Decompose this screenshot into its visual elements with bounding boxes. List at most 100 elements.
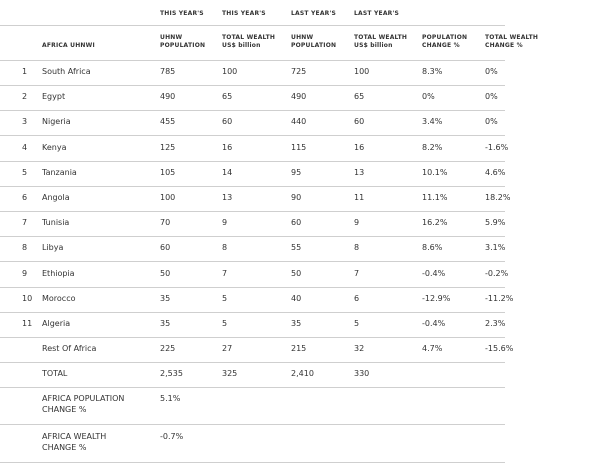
- row-divider: [0, 337, 505, 338]
- column-header: US$ billion: [222, 42, 261, 49]
- row-divider: [0, 185, 505, 187]
- cell: 50: [160, 268, 171, 278]
- cell: 490: [291, 92, 307, 102]
- cell: 725: [291, 67, 307, 76]
- cell: 455: [160, 117, 176, 127]
- rank: 7: [22, 218, 28, 228]
- group-header: LAST YEAR'S: [354, 10, 400, 17]
- cell: -0.4%: [422, 319, 446, 328]
- cell: 0%: [485, 67, 498, 76]
- summary-label: CHANGE %: [42, 405, 87, 414]
- row-label: South Africa: [42, 67, 91, 76]
- cell: 18.2%: [485, 193, 511, 202]
- cell: 32: [354, 344, 365, 354]
- cell: 40: [291, 293, 302, 303]
- cell: 50: [291, 268, 302, 278]
- rank: 9: [22, 268, 28, 278]
- summary-label: AFRICA WEALTH: [42, 432, 107, 441]
- column-header: US$ billion: [354, 42, 393, 49]
- row-divider: [0, 160, 505, 162]
- cell: 325: [222, 369, 238, 379]
- row-divider: [0, 286, 505, 288]
- row-divider: [0, 25, 505, 26]
- summary-value: 5.1%: [160, 394, 181, 403]
- cell: 65: [222, 92, 233, 102]
- cell: 60: [222, 117, 233, 127]
- row-divider: [0, 261, 505, 263]
- row-label: Kenya: [42, 142, 67, 152]
- cell: 8: [354, 243, 360, 253]
- row-label: TOTAL: [42, 369, 68, 379]
- cell: 16.2%: [422, 218, 448, 228]
- cell: 9: [354, 218, 360, 228]
- column-header: TOTAL WEALTH: [222, 34, 276, 41]
- cell: 440: [291, 117, 307, 127]
- cell: 60: [160, 243, 171, 253]
- cell: 125: [160, 142, 176, 152]
- cell: 14: [222, 167, 233, 177]
- row-label: Tanzania: [42, 167, 77, 177]
- cell: 490: [160, 92, 176, 102]
- column-header: POPULATION: [422, 34, 468, 41]
- row-divider: [0, 60, 505, 61]
- cell: 105: [160, 167, 176, 177]
- cell: 100: [160, 193, 176, 202]
- cell: 100: [354, 67, 370, 76]
- group-header: THIS YEAR'S: [160, 10, 204, 17]
- cell: 70: [160, 218, 171, 228]
- summary-value: -0.7%: [160, 432, 184, 441]
- cell: 35: [160, 319, 171, 328]
- cell: 4.6%: [485, 167, 506, 177]
- column-header: TOTAL WEALTH: [485, 34, 539, 41]
- column-header: TOTAL WEALTH: [354, 34, 408, 41]
- row-label: Ethiopia: [42, 268, 75, 278]
- group-header: THIS YEAR'S: [222, 10, 266, 17]
- cell: 11: [354, 193, 365, 202]
- cell: 330: [354, 369, 370, 379]
- column-header: POPULATION: [291, 42, 337, 49]
- row-divider: [0, 311, 505, 313]
- cell: 8.3%: [422, 67, 443, 76]
- cell: 8.2%: [422, 142, 443, 152]
- cell: 60: [354, 117, 365, 127]
- row-label: Tunisia: [42, 218, 70, 228]
- cell: 8: [222, 243, 228, 253]
- rank: 4: [22, 142, 28, 152]
- column-header: UHNW: [160, 34, 183, 41]
- cell: 2,410: [291, 369, 314, 379]
- rank: 3: [22, 117, 28, 127]
- cell: 55: [291, 243, 302, 253]
- cell: -12.9%: [422, 293, 451, 303]
- rank: 6: [22, 193, 28, 202]
- row-divider: [0, 387, 505, 389]
- group-header: LAST YEAR'S: [291, 10, 337, 17]
- cell: 100: [222, 67, 238, 76]
- cell: 11.1%: [422, 193, 448, 202]
- rank: 10: [22, 293, 33, 303]
- row-label: Libya: [42, 243, 64, 253]
- row-divider: [0, 362, 505, 364]
- cell: 65: [354, 92, 365, 102]
- row-divider: [0, 236, 505, 238]
- cell: 35: [160, 293, 171, 303]
- cell: 60: [291, 218, 302, 228]
- cell: 3.1%: [485, 243, 506, 253]
- cell: 16: [222, 142, 233, 152]
- cell: 10.1%: [422, 167, 448, 177]
- column-header: CHANGE %: [485, 42, 523, 49]
- rank: 1: [22, 67, 28, 76]
- cell: 0%: [485, 117, 498, 127]
- row-divider: [0, 211, 505, 212]
- cell: -1.6%: [485, 142, 509, 152]
- column-header: AFRICA UHNWI: [42, 42, 95, 49]
- cell: 7: [222, 268, 228, 278]
- cell: -0.2%: [485, 268, 509, 278]
- cell: 90: [291, 193, 302, 202]
- cell: 785: [160, 67, 176, 76]
- cell: 0%: [485, 92, 498, 102]
- cell: 95: [291, 167, 302, 177]
- cell: 225: [160, 344, 176, 354]
- row-label: Angola: [42, 193, 70, 202]
- rank: 8: [22, 243, 28, 253]
